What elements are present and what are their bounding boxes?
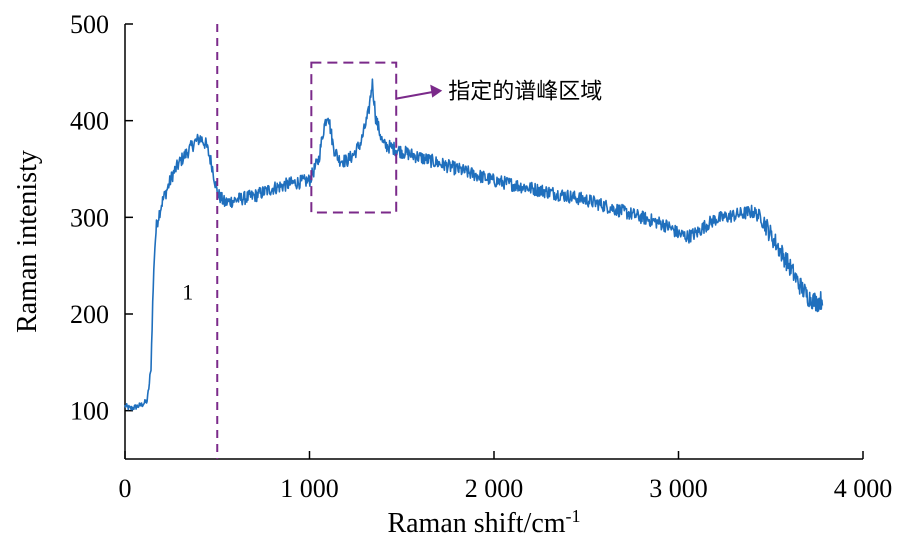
y-tick-label: 100 <box>70 397 109 426</box>
y-axis-title: Raman intenisty <box>12 150 43 333</box>
x-tick-label: 0 <box>119 474 132 503</box>
region-1-label: 1 <box>182 280 193 305</box>
annotations: 指定的谱峰区域 1 <box>182 24 602 459</box>
y-tick-label: 200 <box>70 300 109 329</box>
y-ticks: 100 200 300 400 500 <box>70 10 133 426</box>
annotation-arrow <box>396 84 443 100</box>
x-axis-title-superscript: -1 <box>566 506 581 526</box>
x-tick-label: 3 000 <box>649 474 708 503</box>
x-tick-label: 2 000 <box>465 474 524 503</box>
x-axis-title-text: Raman shift/cm <box>387 508 565 539</box>
x-axis-title: Raman shift/cm-1 <box>387 506 580 539</box>
x-tick-label: 4 000 <box>834 474 893 503</box>
arrow-head-icon <box>430 84 443 98</box>
y-tick-label: 400 <box>70 107 109 136</box>
y-tick-label: 500 <box>70 10 109 39</box>
raman-spectrum-line <box>124 78 824 411</box>
peak-region-label: 指定的谱峰区域 <box>448 80 602 105</box>
peak-region-box <box>310 61 398 214</box>
y-tick-label: 300 <box>70 203 109 232</box>
x-tick-label: 1 000 <box>280 474 339 503</box>
x-ticks: 0 1 000 2 000 3 000 4 000 <box>119 451 893 503</box>
